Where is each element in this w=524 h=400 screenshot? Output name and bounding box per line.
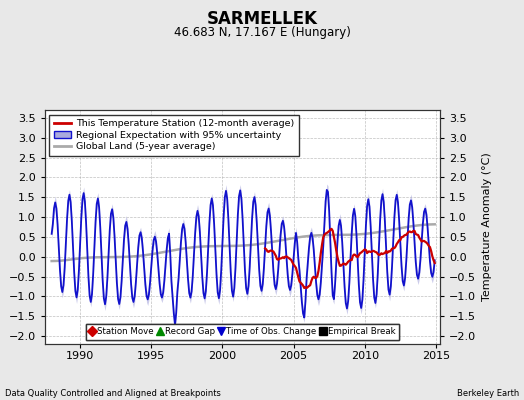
Legend: Station Move, Record Gap, Time of Obs. Change, Empirical Break: Station Move, Record Gap, Time of Obs. C… xyxy=(86,324,399,340)
Text: Data Quality Controlled and Aligned at Breakpoints: Data Quality Controlled and Aligned at B… xyxy=(5,389,221,398)
Text: SARMELLEK: SARMELLEK xyxy=(206,10,318,28)
Text: Berkeley Earth: Berkeley Earth xyxy=(456,389,519,398)
Text: 46.683 N, 17.167 E (Hungary): 46.683 N, 17.167 E (Hungary) xyxy=(173,26,351,39)
Y-axis label: Temperature Anomaly (°C): Temperature Anomaly (°C) xyxy=(482,153,492,301)
